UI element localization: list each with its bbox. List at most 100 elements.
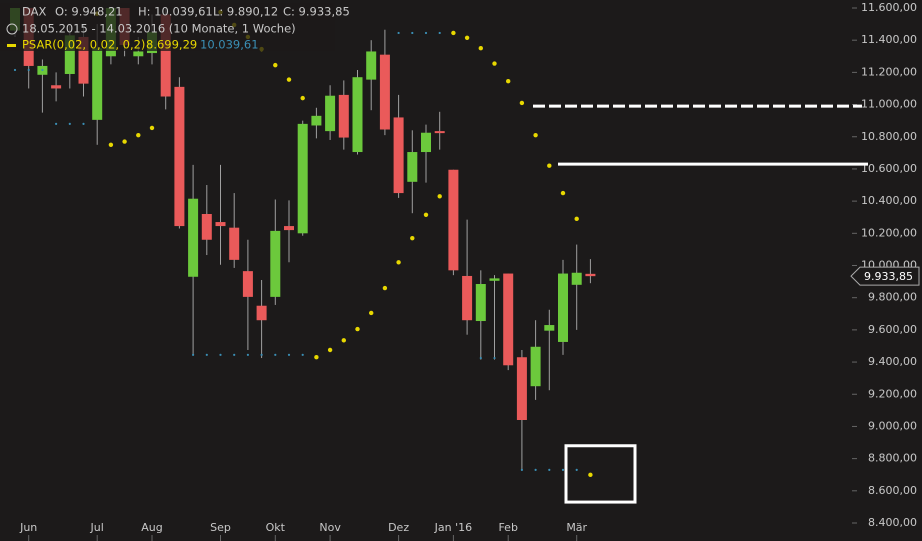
- indicator-name: PSAR(0,02, 0,02, 0,2): [22, 38, 145, 52]
- y-tick-label: 9.800,00: [868, 291, 917, 304]
- candle-body: [188, 198, 199, 277]
- y-tick-label: 8.400,00: [868, 516, 917, 529]
- symbol: DAX: [22, 5, 47, 19]
- y-tick-label: 11.000,00: [861, 98, 917, 111]
- y-tick-label: 9.600,00: [868, 323, 917, 336]
- psar-dot: [520, 468, 524, 471]
- y-tick-label: 11.200,00: [861, 65, 917, 78]
- psar-dot: [533, 132, 538, 138]
- psar-dot: [355, 326, 360, 332]
- y-tick-label: 8.800,00: [868, 452, 917, 465]
- candle-body: [311, 115, 322, 126]
- price-tag-label: 9.933,85: [864, 270, 913, 283]
- high-value: H: 10.039,61: [138, 5, 213, 19]
- x-tick-label: Okt: [266, 521, 286, 534]
- candle-body: [270, 230, 281, 297]
- psar-dot: [233, 353, 236, 356]
- y-tick-label: 8.600,00: [868, 484, 917, 497]
- candle-body: [78, 36, 89, 84]
- candle-body: [64, 35, 75, 74]
- psar-dot: [437, 194, 442, 199]
- psar-dot: [493, 356, 496, 360]
- x-tick-label: Mär: [566, 521, 587, 534]
- candle-body: [448, 169, 459, 271]
- psar-dot: [286, 77, 292, 82]
- y-tick-label: 11.400,00: [861, 33, 917, 46]
- x-tick-label: Nov: [319, 521, 341, 534]
- candle-body: [51, 85, 62, 89]
- candle-body: [544, 325, 555, 331]
- header-bg: [0, 3, 335, 51]
- close-value: C: 9.933,85: [283, 5, 350, 19]
- box-annotation: [564, 444, 637, 504]
- low-value: L: 9.890,12: [213, 5, 278, 19]
- psar-dot: [424, 31, 428, 35]
- candle-body: [558, 273, 568, 342]
- candle-body: [201, 214, 212, 240]
- y-tick-label: 9.400,00: [868, 355, 917, 368]
- psar-dot: [205, 353, 208, 356]
- psar-dot: [479, 356, 482, 360]
- psar-dot: [41, 68, 44, 72]
- psar-dot: [492, 61, 497, 66]
- psar-dot: [13, 68, 17, 72]
- psar-dot: [369, 310, 374, 316]
- open-value: O: 9.948,21: [55, 5, 123, 19]
- candle-body: [297, 123, 308, 234]
- x-tick-label: Dez: [388, 521, 409, 534]
- candle-body: [92, 48, 103, 120]
- psar-dot: [55, 122, 58, 125]
- psar-dot: [273, 62, 278, 68]
- psar-dot: [327, 347, 333, 353]
- candle-body: [421, 132, 431, 153]
- candle-body: [229, 227, 240, 260]
- psar-dot: [396, 260, 401, 265]
- candle-body: [379, 54, 390, 130]
- candle-body: [489, 278, 500, 281]
- candle-body: [407, 152, 418, 182]
- psar-dot: [560, 190, 566, 196]
- candle-body: [393, 117, 404, 194]
- candle-body: [174, 86, 185, 227]
- y-tick-label: 9.200,00: [868, 387, 917, 400]
- psar-dot: [561, 468, 565, 471]
- psar-dot: [575, 468, 578, 471]
- candle-body: [284, 226, 294, 231]
- candle-body: [434, 131, 445, 134]
- psar-dot: [574, 216, 579, 222]
- indicator-value: 8.699,29: [146, 38, 197, 52]
- y-tick-label: 11.600,00: [861, 1, 917, 14]
- x-tick-label: Jul: [90, 521, 104, 534]
- candle-body: [338, 94, 349, 138]
- y-tick-label: 9.000,00: [868, 419, 917, 432]
- plot: 8.400,00 8.600,00 8.800,00 9.000,00 9.200,00…: [10, 1, 920, 541]
- psar-dot: [192, 353, 195, 356]
- psar-dot: [301, 353, 304, 356]
- y-tick-label: 10.400,00: [861, 194, 917, 207]
- x-tick-label: Aug: [141, 521, 162, 534]
- candle-body: [585, 273, 596, 277]
- psar-dot: [122, 139, 127, 144]
- psar-dot: [274, 353, 277, 356]
- candle-body: [366, 51, 377, 80]
- psar-dot: [382, 285, 388, 291]
- candle-body: [475, 284, 486, 322]
- psar-dot: [136, 132, 141, 138]
- psar-dot: [341, 338, 346, 343]
- psar-dot: [260, 353, 263, 356]
- clock-icon: [6, 23, 18, 35]
- psar-dot: [438, 31, 441, 35]
- indicator-icon: [7, 44, 16, 47]
- psar-dot: [423, 212, 429, 218]
- psar-dot: [219, 353, 222, 356]
- psar-dot: [464, 35, 470, 40]
- psar-dot: [547, 163, 552, 168]
- y-tick-label: 10.800,00: [861, 130, 917, 143]
- psar-dot: [411, 31, 414, 35]
- psar-dot: [149, 125, 155, 131]
- psar-dot: [300, 95, 305, 101]
- psar-dot: [82, 122, 85, 125]
- candle-body: [352, 77, 363, 153]
- y-tick-label: 10.200,00: [861, 226, 917, 239]
